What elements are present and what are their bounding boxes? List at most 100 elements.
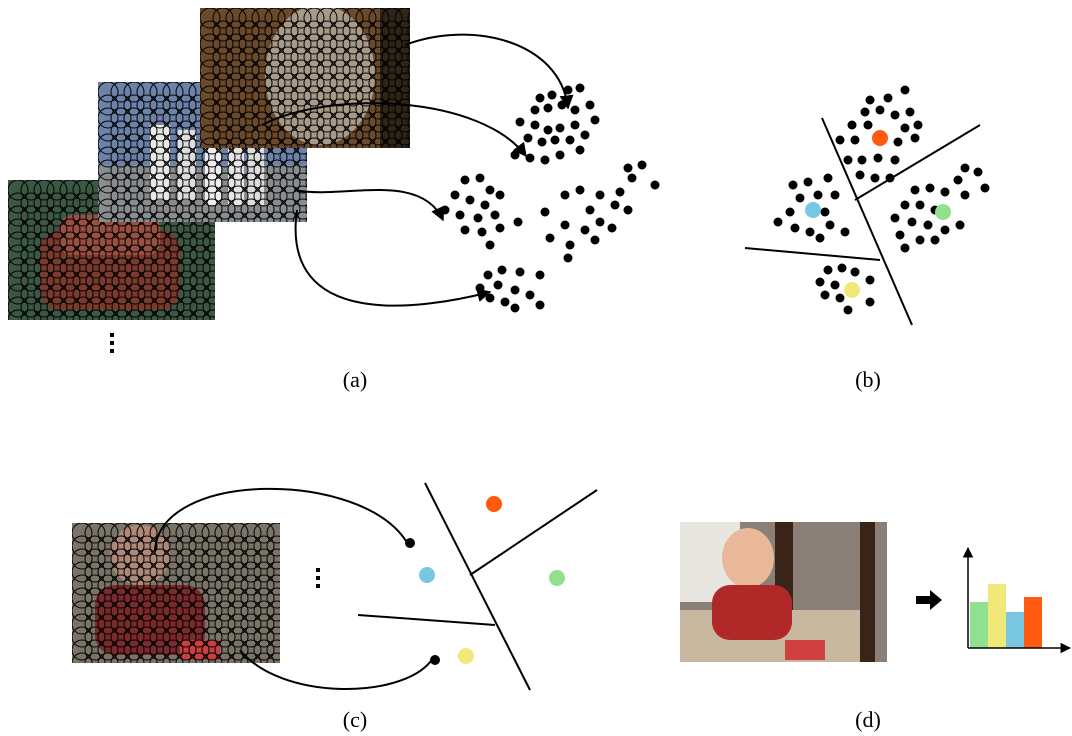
grid-patch [408,138,428,158]
panel-label: (c) [343,707,367,732]
feature-point [441,206,450,215]
feature-point [914,121,923,130]
feature-point [884,94,893,103]
feature-point [789,181,798,190]
partition-line [425,483,530,690]
feature-point [866,96,875,105]
partition-line [822,118,912,325]
photo-region [860,522,875,662]
feature-point [586,101,595,110]
feature-point [566,241,575,250]
feature-point [481,201,490,210]
feature-point [891,156,900,165]
feature-point [796,194,805,203]
panel-label: (a) [343,367,367,392]
feature-point [405,538,415,548]
drawing [8,5,1070,690]
feature-point [891,111,900,120]
feature-point [961,164,970,173]
feature-point [541,156,550,165]
grid-patch [408,125,428,145]
cluster-center [935,204,951,220]
feature-point [526,154,535,163]
feature-point [571,121,580,130]
feature-point [494,281,503,290]
feature-point [844,156,853,165]
cluster-center [486,496,502,512]
feature-point [941,226,950,235]
feature-point [954,176,963,185]
feature-point [961,191,970,200]
ellipsis-dot [110,349,114,353]
feature-point [461,176,470,185]
feature-point [581,226,590,235]
grid-patch [408,73,428,93]
feature-point [511,151,520,160]
feature-point [624,206,633,215]
feature-point [871,174,880,183]
feature-point [564,254,573,263]
feature-point [901,244,910,253]
ellipsis-dot [316,576,320,580]
grid-patch [306,173,326,193]
feature-point [611,201,620,210]
feature-point [476,284,485,293]
feature-point [824,174,833,183]
photo-region [785,640,825,660]
photo-content [200,5,428,158]
feature-point [901,124,910,133]
feature-point [516,268,525,277]
feature-point [496,191,505,200]
feature-point [866,298,875,307]
figure: (a) (b) (c) (d) [0,0,1072,736]
feature-point [876,106,885,115]
feature-point [804,178,813,187]
feature-point [556,124,565,133]
feature-point [838,264,847,273]
feature-point [478,228,487,237]
photo-region [722,528,774,588]
feature-point [831,191,840,200]
feature-point [816,278,825,287]
feature-point [536,301,545,310]
hist-bar [1006,612,1024,648]
feature-point [616,188,625,197]
feature-point [586,206,595,215]
cluster-center [458,648,474,664]
feature-point [486,186,495,195]
feature-point [638,161,647,170]
feature-point [551,136,560,145]
feature-point [474,214,483,223]
feature-point [486,294,495,303]
partition-line [358,615,495,625]
feature-point [486,241,495,250]
feature-point [836,294,845,303]
grid-patch [408,86,428,106]
grid-patch [306,199,326,219]
hist-bar [970,602,988,648]
feature-point [461,226,470,235]
feature-point [774,218,783,227]
photo [200,5,428,158]
feature-point [906,108,915,117]
feature-point [544,104,553,113]
feature-point [896,231,905,240]
feature-point [894,138,903,147]
feature-point [608,224,617,233]
grid-patch [306,212,326,232]
panel-label: (d) [855,707,881,732]
feature-point [591,116,600,125]
grid-patch [306,186,326,206]
grid-patch [408,47,428,67]
feature-point [514,218,523,227]
grid-patch [408,8,428,28]
grid-patch [408,112,428,132]
feature-point [526,291,535,300]
feature-point [858,156,867,165]
hist-bar [988,584,1006,648]
feature-point [531,121,540,130]
ellipsis-dot [316,568,320,572]
feature-point [831,281,840,290]
feature-point [546,234,555,243]
photo [680,522,887,662]
